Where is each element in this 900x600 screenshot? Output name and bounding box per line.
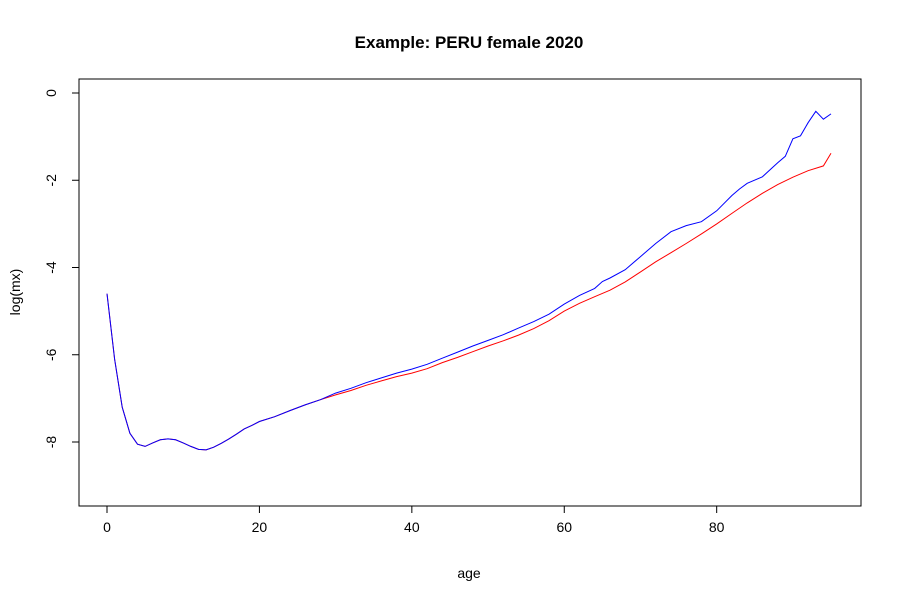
- x-tick-label-20: 20: [252, 519, 268, 535]
- series-line-1: [106, 110, 832, 451]
- x-tick-label-0: 0: [103, 519, 111, 535]
- x-tick-label-40: 40: [404, 519, 420, 535]
- x-axis-label: age: [457, 565, 481, 581]
- x-tick-label-60: 60: [556, 519, 572, 535]
- y-tick-label-3: -6: [43, 348, 59, 361]
- chart-title: Example: PERU female 2020: [355, 33, 584, 52]
- y-tick-label-2: -4: [43, 261, 59, 274]
- x-axis: 0 20 40 60 80: [103, 506, 725, 535]
- y-tick-label-0: 0: [43, 89, 59, 97]
- series-layer: [106, 110, 832, 451]
- y-tick-label-1: -2: [43, 174, 59, 187]
- plot-frame: [78, 78, 862, 507]
- series-line-0: [106, 152, 832, 451]
- y-axis-label: log(mx): [7, 269, 23, 316]
- x-tick-label-80: 80: [709, 519, 725, 535]
- y-axis: 0 -2 -4 -6 -8: [43, 89, 79, 448]
- y-tick-label-4: -8: [43, 436, 59, 449]
